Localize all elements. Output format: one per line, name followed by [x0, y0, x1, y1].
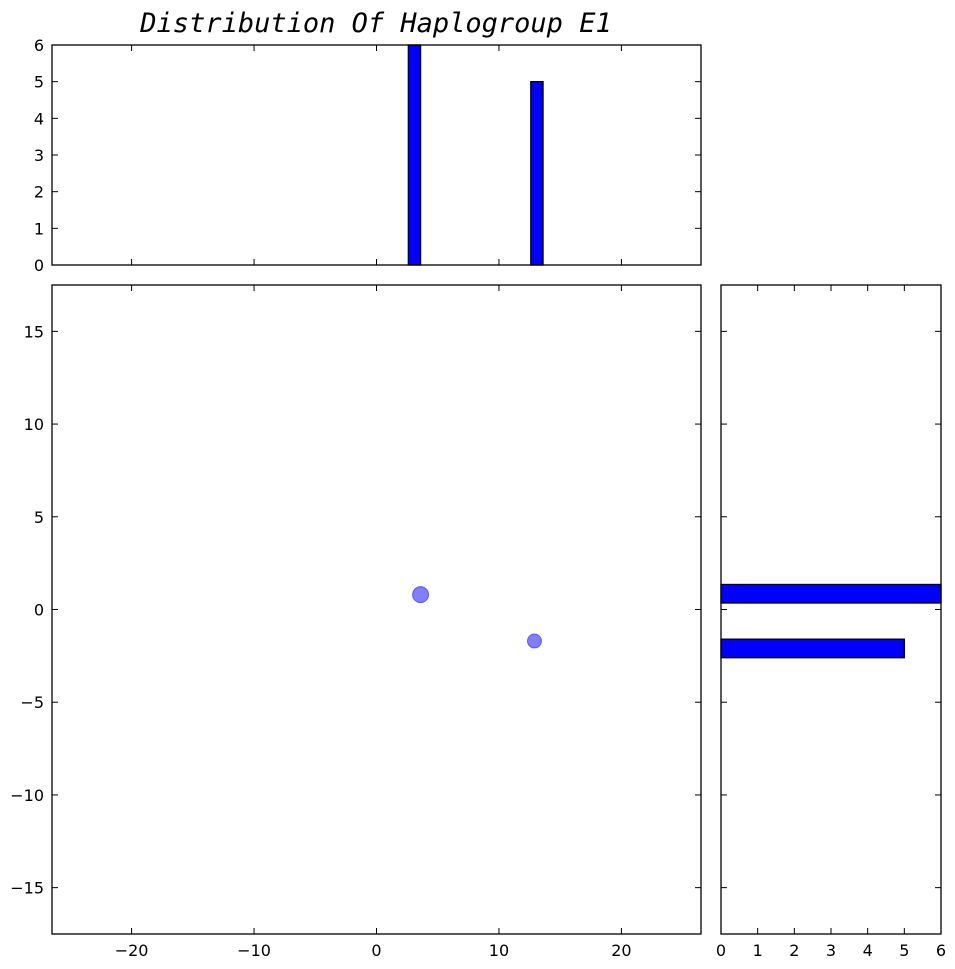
scatter-y-tick-label: 0 — [34, 601, 44, 620]
y-histogram-x-tick-label: 4 — [863, 941, 873, 960]
x-histogram-panel: 0 1 2 3 4 5 6 — [34, 36, 702, 275]
scatter-plot-frame — [51, 284, 702, 935]
x-histogram-bar — [407, 44, 422, 266]
scatter-y-tick-label: −15 — [10, 879, 44, 898]
x-histogram-y-tick-label: 5 — [34, 73, 44, 92]
scatter-y-tick-label: 15 — [24, 322, 44, 341]
scatter-point — [412, 586, 430, 604]
y-histogram-frame — [720, 284, 942, 935]
scatter-y-tick-label: −10 — [10, 786, 44, 805]
x-histogram-y-tick-label: 1 — [34, 219, 44, 238]
x-histogram-y-tick-label: 0 — [34, 256, 44, 275]
y-histogram-x-tick-label: 3 — [826, 941, 836, 960]
chart-title: Distribution Of Haplogroup E1 — [139, 8, 611, 39]
x-histogram-y-tick-label: 4 — [34, 109, 44, 128]
x-histogram-y-tick-label: 3 — [34, 146, 44, 165]
scatter-x-tick-label: 20 — [611, 941, 631, 960]
scatter-y-tick-label: −5 — [20, 693, 44, 712]
scatter-point — [526, 633, 542, 649]
x-histogram-bar — [530, 81, 544, 266]
scatter-x-tick-label: 0 — [371, 941, 381, 960]
x-histogram-y-tick-label: 6 — [34, 36, 44, 55]
y-histogram-bar — [720, 638, 905, 659]
y-histogram-panel: 0 1 2 3 4 5 6 — [716, 284, 946, 960]
y-histogram-x-tick-label: 2 — [789, 941, 799, 960]
scatter-x-tick-label: −10 — [237, 941, 271, 960]
scatter-panel: −20 −10 0 10 20 −15 −10 −5 0 5 10 15 — [10, 284, 702, 960]
x-histogram-y-tick-label: 2 — [34, 183, 44, 202]
scatter-y-tick-label: 5 — [34, 508, 44, 527]
x-histogram-frame — [51, 44, 702, 266]
scatter-y-tick-label: 10 — [24, 415, 44, 434]
scatter-x-tick-label: −20 — [115, 941, 149, 960]
scatter-x-tick-label: 10 — [489, 941, 509, 960]
y-histogram-x-tick-label: 6 — [936, 941, 946, 960]
y-histogram-bar — [720, 583, 942, 604]
y-histogram-x-tick-label: 0 — [716, 941, 726, 960]
y-histogram-x-tick-label: 5 — [899, 941, 909, 960]
y-histogram-x-tick-label: 1 — [753, 941, 763, 960]
